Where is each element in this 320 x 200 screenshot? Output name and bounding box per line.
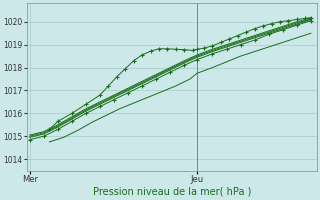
X-axis label: Pression niveau de la mer( hPa ): Pression niveau de la mer( hPa ) [92,187,251,197]
